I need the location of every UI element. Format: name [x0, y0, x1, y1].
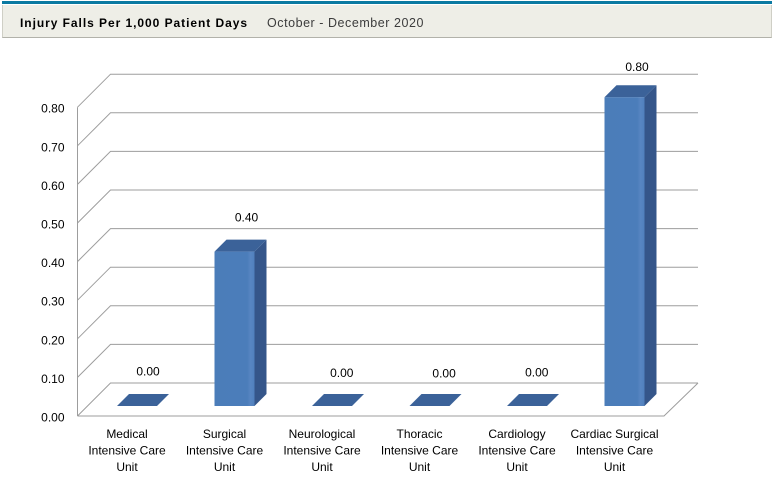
svg-text:0.60: 0.60 — [41, 179, 65, 193]
svg-text:0.40: 0.40 — [235, 210, 259, 224]
svg-text:0.00: 0.00 — [136, 364, 160, 378]
svg-text:0.70: 0.70 — [41, 140, 65, 154]
svg-text:0.80: 0.80 — [625, 60, 649, 74]
svg-text:Intensive Care: Intensive Care — [478, 444, 556, 458]
svg-text:0.40: 0.40 — [41, 256, 65, 270]
svg-text:Unit: Unit — [214, 460, 236, 474]
svg-text:0.10: 0.10 — [41, 372, 65, 386]
svg-text:Intensive Care: Intensive Care — [283, 444, 361, 458]
svg-text:Intensive Care: Intensive Care — [381, 444, 459, 458]
svg-text:Intensive Care: Intensive Care — [576, 444, 654, 458]
svg-text:Intensive Care: Intensive Care — [88, 444, 166, 458]
svg-text:Unit: Unit — [604, 460, 626, 474]
svg-text:0.50: 0.50 — [41, 218, 65, 232]
svg-text:0.20: 0.20 — [41, 333, 65, 347]
svg-text:Neurological: Neurological — [289, 427, 356, 441]
svg-text:Surgical: Surgical — [203, 427, 246, 441]
svg-text:0.00: 0.00 — [41, 411, 65, 425]
svg-text:Unit: Unit — [506, 460, 528, 474]
svg-text:Cardiac Surgical: Cardiac Surgical — [570, 427, 658, 441]
svg-text:Cardiology: Cardiology — [488, 427, 545, 441]
svg-text:0.00: 0.00 — [525, 365, 549, 379]
svg-text:0.80: 0.80 — [41, 102, 65, 116]
svg-text:0.30: 0.30 — [41, 295, 65, 309]
svg-text:Thoracic: Thoracic — [396, 427, 442, 441]
svg-text:0.00: 0.00 — [432, 367, 456, 381]
svg-text:0.00: 0.00 — [330, 366, 354, 380]
svg-text:Unit: Unit — [116, 460, 138, 474]
svg-text:Medical: Medical — [106, 427, 147, 441]
svg-text:Unit: Unit — [409, 460, 431, 474]
svg-text:Intensive Care: Intensive Care — [186, 444, 264, 458]
svg-text:Unit: Unit — [311, 460, 333, 474]
